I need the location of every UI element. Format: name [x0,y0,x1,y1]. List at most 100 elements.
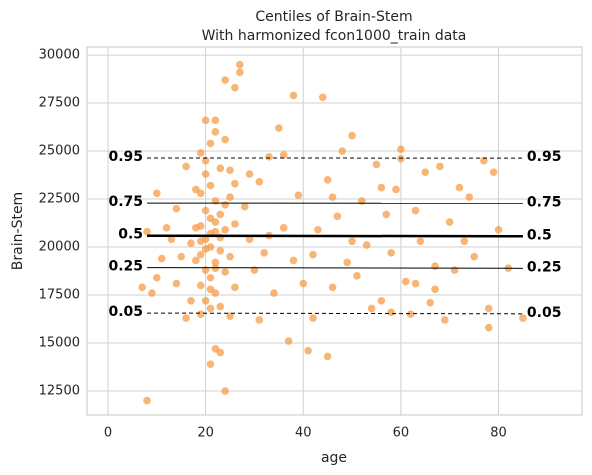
data-point [426,298,434,307]
data-point [196,310,205,319]
data-point [397,154,405,163]
data-point [362,241,371,249]
data-point [411,279,420,288]
data-point [397,145,405,153]
x-tick-label: 40 [295,426,312,441]
data-point [216,247,225,255]
data-point [289,256,298,265]
data-point [284,337,293,345]
data-point [255,177,264,186]
data-point [387,308,395,317]
data-point [279,224,288,232]
data-point [226,312,234,320]
centile-label: 0.05 [527,305,562,321]
data-point [348,131,356,140]
centile-label: 0.75 [108,194,143,210]
data-point [206,360,215,368]
data-point [157,254,166,263]
data-point [289,91,298,100]
data-point [231,83,239,92]
data-point [401,277,410,286]
chart-subtitle: With harmonized fcon1000_train data [202,28,467,44]
data-point [153,273,161,282]
data-point [192,185,200,194]
data-point [328,283,337,292]
data-point [465,193,474,201]
data-point [231,283,239,292]
data-point [201,170,210,178]
y-tick-label: 20000 [39,240,80,255]
data-point [221,135,229,144]
plot-frame [86,46,583,416]
data-point [211,218,220,226]
y-tick-label: 27500 [39,96,80,111]
data-point [196,149,205,157]
data-point [221,387,229,395]
data-point [196,281,205,290]
data-point [323,176,332,184]
data-point [372,160,381,169]
data-point [192,256,200,265]
data-point [143,227,151,236]
y-tick-label: 30000 [39,48,80,63]
data-point [309,314,317,322]
data-point [382,210,391,219]
data-point [192,224,200,232]
data-point [201,296,210,305]
data-point [235,68,244,77]
y-tick-label: 22500 [39,192,80,207]
data-point [187,239,195,247]
data-point [148,289,156,297]
x-tick-label: 60 [393,426,410,441]
data-point [211,116,220,125]
data-point [196,250,205,259]
x-tick-label: 20 [197,426,214,441]
centile-label: 0.75 [527,194,562,210]
data-point [211,258,220,267]
centile-label: 0.25 [108,259,143,275]
data-point [245,235,254,244]
data-point [431,285,439,294]
data-point [343,258,351,267]
data-point [201,156,210,165]
data-point [450,266,459,274]
data-point [328,193,337,201]
centile-line [147,234,523,238]
data-point [489,168,498,176]
data-point [240,202,249,211]
data-point [187,296,195,305]
data-point [436,162,444,171]
data-point [333,212,342,221]
data-point [255,316,264,324]
data-point [201,245,210,253]
y-tick-label: 15000 [39,336,80,351]
data-point [455,183,464,192]
data-point [206,304,215,313]
centile-label: 0.5 [118,227,143,243]
data-point [221,225,229,234]
data-point [348,237,356,246]
centile-label: 0.5 [527,227,552,243]
data-point [265,153,273,161]
data-point [162,224,171,232]
data-point [177,252,186,261]
data-point [377,296,386,305]
data-point [182,162,190,171]
data-point [318,93,327,102]
data-point [211,128,220,136]
data-point [460,237,469,246]
data-point [314,225,322,234]
y-tick-label: 12500 [39,384,80,399]
data-point [387,248,395,257]
data-point [216,348,225,357]
y-tick-label: 25000 [39,144,80,159]
data-point [484,304,493,313]
data-point [309,250,317,259]
data-point [221,76,229,84]
data-point [206,139,215,148]
data-point [201,206,210,215]
x-tick-label: 0 [104,426,112,441]
centile-label: 0.95 [108,149,143,165]
